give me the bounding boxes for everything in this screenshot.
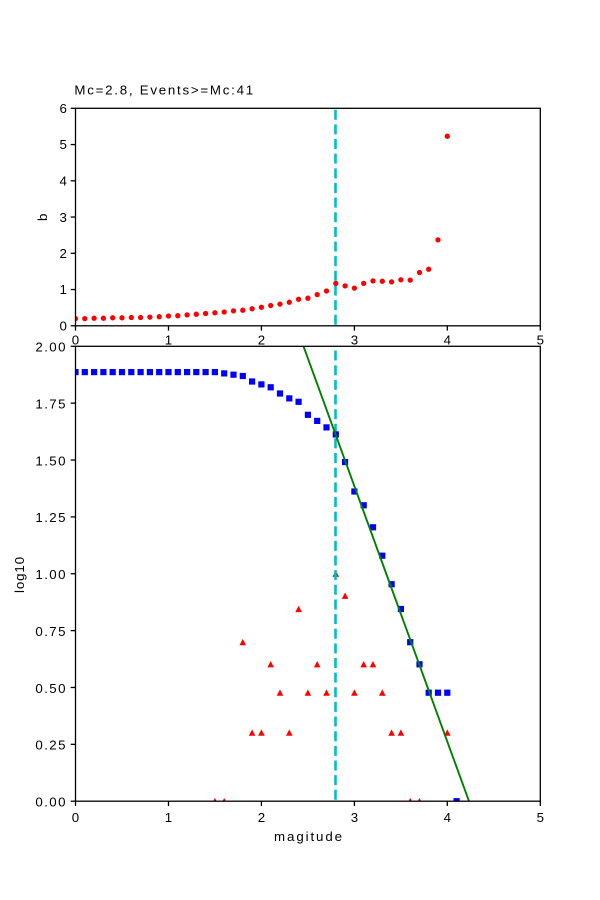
svg-text:4: 4 — [444, 810, 451, 825]
svg-text:0.50: 0.50 — [35, 681, 66, 696]
svg-text:2: 2 — [59, 246, 66, 261]
svg-text:0: 0 — [72, 810, 79, 825]
svg-text:0: 0 — [72, 333, 79, 348]
svg-text:2: 2 — [258, 333, 265, 348]
svg-text:6: 6 — [59, 101, 66, 116]
svg-text:b: b — [35, 214, 50, 221]
svg-text:4: 4 — [59, 174, 66, 189]
svg-text:0: 0 — [59, 319, 66, 334]
svg-text:0.00: 0.00 — [35, 795, 66, 810]
svg-text:2: 2 — [258, 810, 265, 825]
svg-text:5: 5 — [537, 810, 544, 825]
svg-text:1.00: 1.00 — [35, 567, 66, 582]
svg-text:1.75: 1.75 — [35, 397, 66, 412]
svg-text:5: 5 — [537, 333, 544, 348]
svg-text:0.75: 0.75 — [35, 624, 66, 639]
svg-text:Mc=2.8, Events>=Mc:41: Mc=2.8, Events>=Mc:41 — [74, 82, 255, 97]
svg-text:1.25: 1.25 — [35, 510, 66, 525]
svg-text:4: 4 — [444, 333, 451, 348]
svg-text:0.25: 0.25 — [35, 738, 66, 753]
svg-text:3: 3 — [351, 810, 358, 825]
svg-text:log10: log10 — [12, 556, 27, 593]
svg-text:1: 1 — [165, 333, 172, 348]
svg-text:1: 1 — [59, 282, 66, 297]
svg-text:3: 3 — [59, 210, 66, 225]
svg-text:2.00: 2.00 — [35, 340, 66, 355]
svg-text:5: 5 — [59, 137, 66, 152]
svg-text:1: 1 — [165, 810, 172, 825]
svg-text:3: 3 — [351, 333, 358, 348]
svg-text:1.50: 1.50 — [35, 453, 66, 468]
svg-text:magitude: magitude — [274, 829, 344, 844]
